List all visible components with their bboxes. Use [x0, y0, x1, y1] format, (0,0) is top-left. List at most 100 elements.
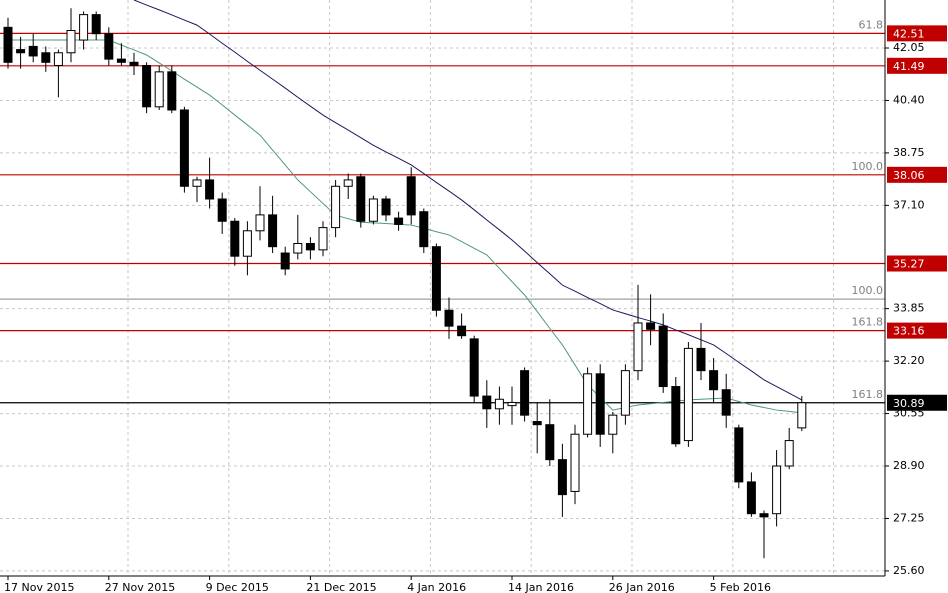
axis-panel	[886, 0, 948, 576]
candle-body	[633, 322, 643, 372]
fib-label: 161.8	[852, 388, 884, 401]
candle-body	[545, 424, 555, 461]
fib-label: 100.0	[852, 284, 884, 297]
candle-body	[797, 402, 807, 429]
price-label: 42.51	[893, 27, 925, 40]
x-tick-label: 5 Feb 2016	[710, 581, 771, 593]
candle-body	[734, 427, 744, 483]
candle-body	[419, 211, 429, 248]
moving-average	[133, 0, 803, 401]
price-label-box	[887, 166, 947, 183]
candle-body	[129, 61, 139, 66]
y-tick-label: 28.90	[893, 459, 925, 472]
candle-body	[3, 26, 13, 63]
candle-body	[116, 58, 126, 63]
candle-body	[532, 421, 542, 426]
candle-body	[671, 386, 681, 445]
candle-body	[444, 309, 454, 327]
candle-body	[431, 246, 441, 311]
candle-body	[41, 52, 51, 63]
x-tick-label: 26 Jan 2016	[609, 581, 675, 593]
price-label: 30.89	[893, 397, 925, 410]
candle-body	[293, 242, 303, 254]
price-label-box	[887, 322, 947, 339]
candle-body	[507, 401, 517, 407]
candle-body	[268, 214, 278, 248]
candle-body	[696, 347, 706, 372]
candle-body	[179, 109, 189, 187]
candle-body	[91, 14, 101, 35]
candle-body	[759, 513, 769, 518]
price-label: 41.49	[893, 60, 925, 73]
candle-body	[255, 214, 265, 232]
candle-body	[772, 465, 782, 515]
candle-body	[520, 370, 530, 416]
candle-body	[305, 242, 315, 251]
y-tick-label: 27.25	[893, 511, 925, 524]
candle-body	[570, 433, 580, 492]
candle-body	[595, 373, 605, 435]
candle-body	[381, 198, 391, 216]
x-tick-label: 14 Jan 2016	[508, 581, 574, 593]
fib-label: 100.0	[852, 160, 884, 173]
y-tick-label: 42.05	[893, 41, 925, 54]
candle-body	[318, 227, 328, 251]
y-tick-label: 33.85	[893, 302, 925, 315]
price-label-box	[887, 255, 947, 272]
moving-average	[8, 39, 802, 414]
candle-body	[230, 220, 240, 257]
candle-body	[28, 45, 38, 57]
candle-body	[217, 198, 227, 222]
candle-body	[192, 179, 202, 187]
fib-label: 161.8	[852, 316, 884, 329]
candle-body	[557, 459, 567, 496]
candle-body	[331, 185, 341, 229]
price-label: 38.06	[893, 169, 925, 182]
candle-body	[646, 322, 656, 330]
candle-body	[343, 179, 353, 187]
candle-body	[167, 71, 177, 111]
candle-body	[683, 347, 693, 442]
candle-body	[608, 414, 618, 435]
candle-body	[242, 230, 252, 257]
price-label-box	[887, 25, 947, 42]
candle-body	[482, 395, 492, 410]
candle-body	[620, 370, 630, 416]
x-tick-label: 21 Dec 2015	[306, 581, 376, 593]
price-label: 35.27	[893, 258, 925, 271]
x-tick-label: 17 Nov 2015	[4, 581, 74, 593]
candle-body	[469, 338, 479, 397]
price-label: 33.16	[893, 325, 925, 338]
candle-body	[53, 52, 63, 66]
candle-body	[721, 389, 731, 416]
candle-body	[66, 30, 76, 54]
candle-body	[104, 33, 114, 60]
candle-body	[79, 14, 89, 41]
price-label-box	[887, 394, 947, 411]
candle-body	[746, 481, 756, 515]
candle-body	[142, 64, 152, 108]
candle-body	[709, 370, 719, 391]
y-tick-label: 32.20	[893, 354, 925, 367]
candle-body	[394, 217, 404, 225]
candle-body	[457, 325, 467, 337]
price-label-box	[887, 57, 947, 74]
candle-body	[280, 252, 290, 270]
y-tick-label: 25.60	[893, 564, 925, 577]
candle-body	[368, 198, 378, 222]
candle-body	[406, 176, 416, 216]
candle-body	[356, 176, 366, 222]
y-tick-label: 40.40	[893, 93, 925, 106]
candle-body	[494, 398, 504, 410]
y-tick-label: 38.75	[893, 146, 925, 159]
x-tick-label: 27 Nov 2015	[105, 581, 175, 593]
candle-body	[205, 179, 215, 200]
fib-label: 61.8	[859, 18, 884, 31]
y-tick-label: 37.10	[893, 198, 925, 211]
candle-body	[784, 440, 794, 467]
candle-body	[583, 373, 593, 435]
candle-body	[154, 71, 164, 108]
candle-body	[16, 49, 26, 54]
